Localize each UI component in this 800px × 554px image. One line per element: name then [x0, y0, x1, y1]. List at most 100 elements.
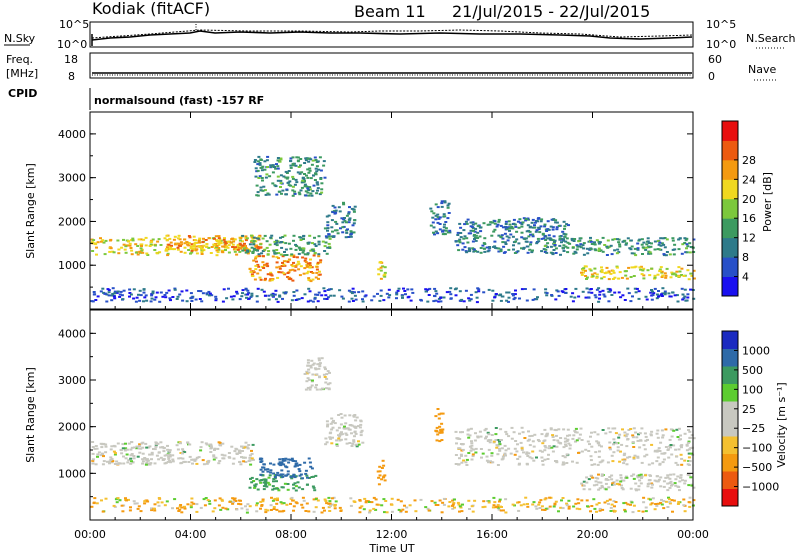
power-cell [307, 287, 311, 290]
power-cell [681, 243, 685, 246]
colorbar-tick-label: 28 [742, 154, 756, 167]
power-cell [288, 269, 292, 272]
velocity-cell [116, 442, 120, 445]
velocity-cell [601, 429, 605, 431]
velocity-cell [552, 439, 556, 442]
power-cell [187, 249, 191, 251]
velocity-cell [496, 453, 500, 456]
power-cell [250, 294, 254, 297]
power-cell [543, 245, 547, 248]
velocity-cell [546, 458, 550, 460]
velocity-cell [328, 371, 331, 374]
power-cell [341, 297, 345, 300]
power-cell [635, 287, 639, 290]
velocity-cell [623, 510, 627, 513]
velocity-cell [574, 440, 577, 443]
velocity-cell [574, 502, 578, 505]
velocity-cell [325, 377, 329, 380]
power-cell [585, 287, 589, 290]
power-cell [494, 293, 498, 296]
velocity-cell [523, 437, 527, 439]
power-cell [280, 192, 283, 195]
velocity-cell [202, 463, 206, 466]
velocity-cell [454, 463, 458, 465]
power-cell [173, 288, 177, 291]
noise-panel: N.Sky 10^5 10^0 10^5 10^0 N.Search [4, 18, 796, 51]
power-cell [224, 249, 227, 251]
power-cell [513, 296, 517, 299]
velocity-cell [94, 445, 98, 447]
power-cell [429, 207, 433, 210]
velocity-cell [148, 445, 152, 448]
power-cell [434, 290, 438, 293]
power-cell [662, 243, 666, 246]
velocity-cell [485, 435, 488, 438]
velocity-cell [525, 451, 529, 454]
power-cell [561, 247, 565, 250]
power-cell [92, 239, 96, 242]
velocity-cell [582, 484, 586, 487]
power-cell [438, 223, 442, 225]
velocity-cell [680, 444, 684, 447]
velocity-cell [144, 442, 148, 445]
velocity-cell [269, 509, 273, 511]
velocity-cell [380, 504, 384, 507]
power-cell [342, 203, 346, 206]
power-cell [150, 297, 154, 300]
velocity-cell [609, 510, 613, 512]
power-cell [128, 244, 132, 247]
power-cell [306, 191, 310, 194]
power-cell [265, 159, 269, 162]
velocity-cell [612, 483, 616, 486]
velocity-cell [237, 449, 241, 452]
power-cell [445, 291, 449, 294]
power-cell [138, 299, 142, 302]
power-cell [681, 293, 685, 296]
power-cell [507, 296, 511, 299]
power-cell [582, 247, 586, 250]
time-x-axis: 00:00 04:00 08:00 12:00 16:00 20:00 00:00 [74, 112, 709, 541]
velocity-cell [510, 437, 514, 440]
power-cell [244, 245, 247, 247]
velocity-cell [159, 456, 163, 459]
velocity-cell [335, 445, 339, 447]
velocity-cell [687, 456, 691, 459]
power-cell [304, 159, 308, 162]
power-cell [279, 158, 283, 161]
velocity-cell [501, 455, 505, 458]
velocity-cell [374, 508, 378, 511]
velocity-cell [670, 484, 673, 487]
velocity-cell [594, 451, 598, 454]
power-cell [437, 217, 441, 220]
power-cell [606, 239, 610, 242]
velocity-cell [531, 450, 535, 453]
velocity-cell [377, 503, 381, 506]
power-cell [601, 289, 605, 292]
velocity-cell [212, 458, 216, 461]
power-cell [134, 300, 138, 303]
power-cell [476, 231, 480, 234]
velocity-cell [104, 443, 108, 446]
velocity-cell [262, 466, 266, 469]
power-cell [660, 270, 664, 273]
power-cell [348, 218, 352, 221]
power-cell [665, 238, 669, 241]
power-cell [458, 290, 462, 293]
power-cell [251, 252, 255, 254]
power-cell [552, 242, 556, 245]
velocity-cell [100, 499, 103, 502]
velocity-cell [145, 461, 149, 464]
velocity-cell [372, 496, 376, 499]
velocity-cell [195, 510, 199, 513]
power-cell [472, 248, 476, 251]
power-cell [353, 291, 356, 294]
power-cell [169, 241, 173, 244]
velocity-cell [250, 481, 254, 484]
velocity-cell [143, 500, 147, 503]
power-cell [222, 245, 226, 248]
power-cell [238, 250, 242, 253]
power-cell [319, 259, 323, 262]
power-cell [168, 297, 172, 300]
power-cell [352, 231, 356, 234]
velocity-cell [278, 458, 282, 461]
